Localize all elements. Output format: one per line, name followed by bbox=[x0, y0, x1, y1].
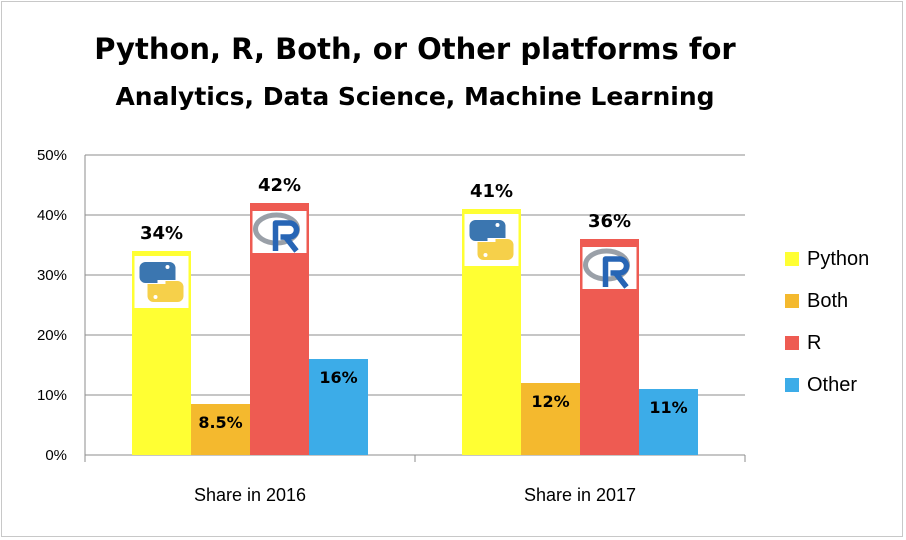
legend-item-both: Both bbox=[785, 290, 848, 312]
legend-item-python: Python bbox=[785, 248, 869, 270]
legend-label: Both bbox=[807, 290, 848, 312]
y-tick-label: 30% bbox=[37, 267, 67, 284]
bar-both bbox=[521, 383, 580, 455]
data-label: 11% bbox=[649, 398, 687, 417]
r-logo-icon bbox=[252, 211, 307, 253]
legend-swatch bbox=[785, 294, 799, 308]
y-tick-label: 50% bbox=[37, 147, 67, 164]
data-labels: 34% 8.5% 42% 16% 41% 12% 36% 11% bbox=[140, 175, 688, 432]
legend-swatch bbox=[785, 252, 799, 266]
data-label: 41% bbox=[470, 181, 513, 202]
data-label: 8.5% bbox=[198, 413, 242, 432]
data-label: 16% bbox=[319, 368, 357, 387]
legend-item-other: Other bbox=[785, 374, 857, 396]
r-logo-icon bbox=[582, 247, 637, 289]
legend-label: R bbox=[807, 332, 821, 354]
bar-other bbox=[639, 389, 698, 455]
x-category-label: Share in 2016 bbox=[194, 485, 306, 505]
data-label: 34% bbox=[140, 223, 183, 244]
data-label: 12% bbox=[531, 392, 569, 411]
bar-other bbox=[309, 359, 368, 455]
bars bbox=[132, 203, 698, 455]
y-tick-label: 20% bbox=[37, 327, 67, 344]
legend-swatch bbox=[785, 378, 799, 392]
data-label: 42% bbox=[258, 175, 301, 196]
y-tick-label: 0% bbox=[45, 447, 67, 464]
bar-both bbox=[191, 404, 250, 455]
python-logo-icon bbox=[134, 256, 189, 308]
legend-swatch bbox=[785, 336, 799, 350]
y-tick-label: 40% bbox=[37, 207, 67, 224]
x-category-label: Share in 2017 bbox=[524, 485, 636, 505]
chart-subtitle: Analytics, Data Science, Machine Learnin… bbox=[115, 82, 715, 111]
y-tick-label: 10% bbox=[37, 387, 67, 404]
data-label: 36% bbox=[588, 211, 631, 232]
legend: Python Both R Other bbox=[785, 248, 869, 396]
legend-item-r: R bbox=[785, 332, 821, 354]
chart-title: Python, R, Both, or Other platforms for bbox=[94, 32, 736, 66]
legend-label: Other bbox=[807, 374, 857, 396]
legend-label: Python bbox=[807, 248, 869, 270]
python-logo-icon bbox=[464, 214, 519, 266]
axes: 0% 10% 20% 30% 40% 50% Share in 2016 Share in 2… bbox=[37, 147, 746, 505]
